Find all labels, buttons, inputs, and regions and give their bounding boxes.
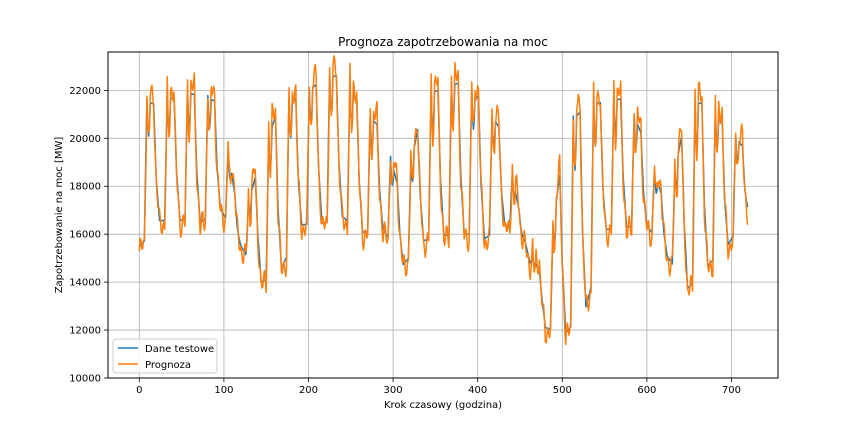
x-tick-label: 500: [553, 385, 572, 396]
y-tick-label: 12000: [69, 326, 101, 337]
legend-label-dane-testowe: Dane testowe: [145, 344, 214, 355]
y-tick-label: 22000: [69, 86, 101, 97]
x-tick-label: 300: [384, 385, 403, 396]
series-layer: [138, 55, 749, 346]
y-axis-label: Zapotrzebowanie na moc [MW]: [54, 137, 65, 294]
y-tick-label: 14000: [69, 278, 101, 289]
legend: Dane testowe Prognoza: [112, 338, 218, 374]
y-tick-label: 16000: [69, 230, 101, 241]
x-axis-label: Krok czasowy (godzina): [384, 400, 502, 411]
x-tick-label: 100: [214, 385, 233, 396]
x-tick-label: 400: [468, 385, 487, 396]
y-axis-ticks: 10000 12000 14000 16000 18000 20000 22000: [69, 86, 108, 385]
x-tick-label: 0: [136, 385, 142, 396]
y-tick-label: 10000: [69, 374, 101, 385]
legend-label-prognoza: Prognoza: [145, 360, 191, 371]
x-tick-label: 600: [637, 385, 656, 396]
y-tick-label: 18000: [69, 182, 101, 193]
x-tick-label: 700: [722, 385, 741, 396]
x-axis-ticks: 0 100 200 300 400 500 600 700: [136, 378, 741, 396]
y-tick-label: 20000: [69, 134, 101, 145]
series-line-dane-testowe: [138, 73, 749, 334]
series-line-prognoza: [138, 55, 749, 346]
chart-title: Prognoza zapotrzebowania na moc: [338, 35, 548, 49]
x-tick-label: 200: [299, 385, 318, 396]
legend-box: [112, 338, 218, 374]
plot-frame: [107, 51, 779, 379]
grid-lines: [108, 52, 778, 379]
